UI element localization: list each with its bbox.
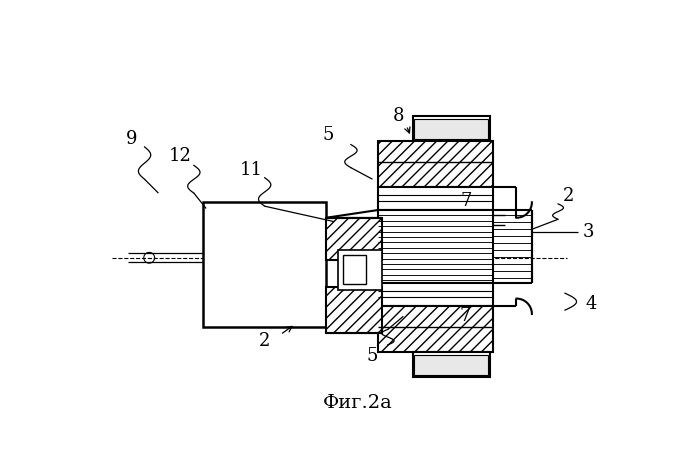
Text: 8: 8	[393, 107, 405, 125]
Polygon shape	[343, 255, 366, 284]
Polygon shape	[378, 141, 493, 187]
Text: Фиг.2a: Фиг.2a	[323, 394, 393, 411]
Polygon shape	[326, 287, 382, 333]
Polygon shape	[414, 119, 488, 139]
Text: 12: 12	[168, 147, 192, 165]
Polygon shape	[378, 283, 493, 306]
Text: 7: 7	[459, 307, 470, 325]
Polygon shape	[338, 250, 382, 290]
Polygon shape	[378, 306, 493, 353]
Polygon shape	[412, 116, 489, 141]
Polygon shape	[326, 218, 382, 260]
Polygon shape	[414, 355, 488, 375]
Polygon shape	[412, 353, 489, 377]
Polygon shape	[203, 202, 326, 327]
Text: 7: 7	[461, 192, 472, 210]
Text: 2: 2	[563, 187, 574, 205]
Polygon shape	[378, 187, 493, 210]
Text: 9: 9	[126, 130, 137, 148]
Text: 5: 5	[322, 126, 333, 143]
Text: 3: 3	[582, 223, 594, 241]
Text: 4: 4	[586, 295, 597, 313]
Text: 11: 11	[239, 161, 262, 179]
Text: 5: 5	[367, 347, 378, 365]
Polygon shape	[378, 210, 493, 283]
Text: 2: 2	[259, 332, 271, 350]
